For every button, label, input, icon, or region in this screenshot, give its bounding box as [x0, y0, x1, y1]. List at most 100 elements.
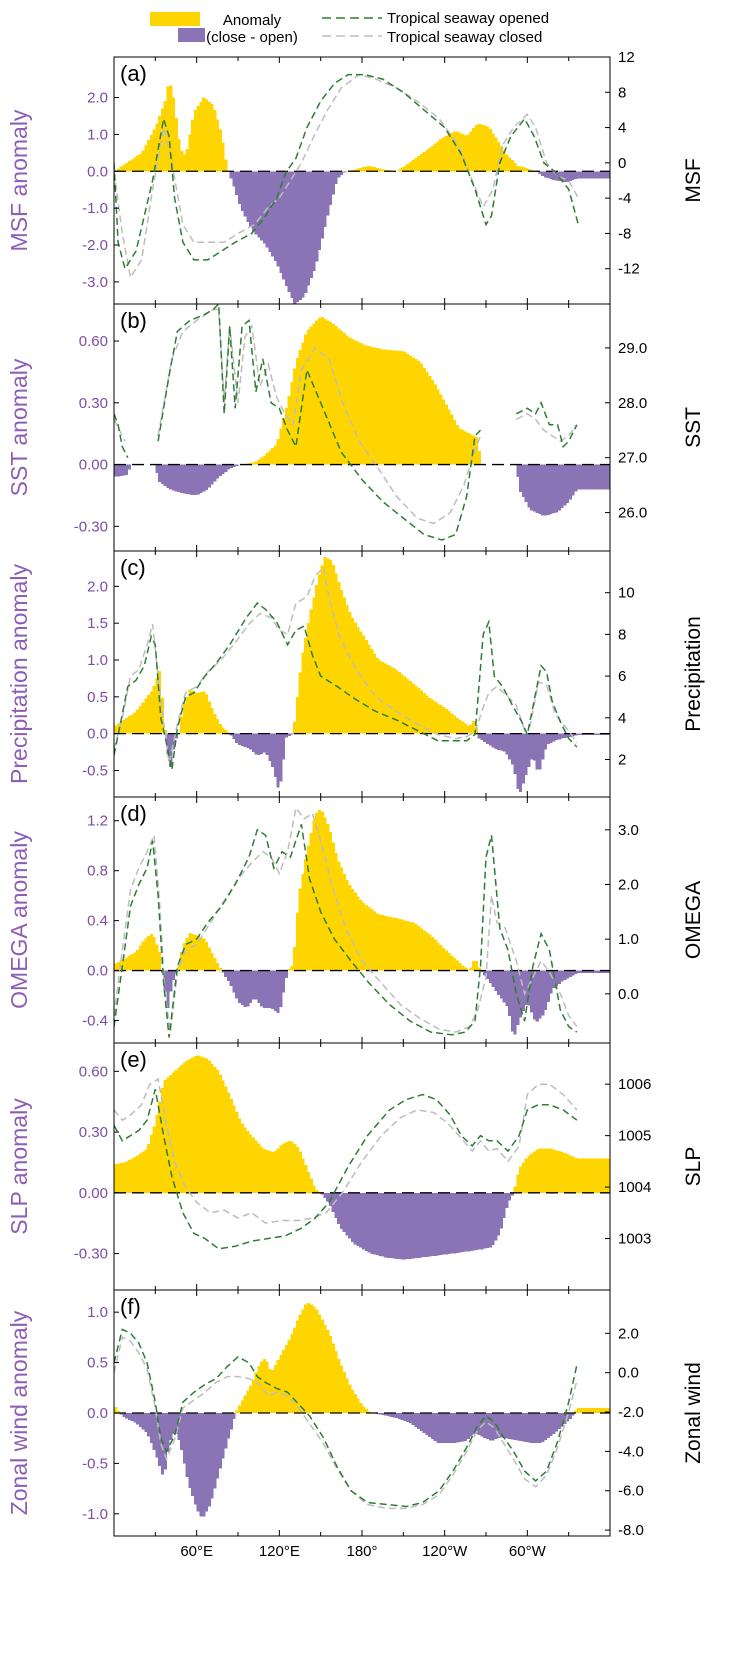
- anomaly-bar-positive: [171, 1072, 176, 1193]
- plot-area: [114, 556, 610, 792]
- anomaly-bar-positive: [326, 823, 330, 971]
- anomaly-bar-negative: [593, 464, 597, 490]
- anomaly-bar-positive: [348, 337, 352, 465]
- anomaly-bar-positive: [356, 626, 360, 734]
- anomaly-bar-positive: [295, 1146, 300, 1193]
- anomaly-bar-negative: [306, 171, 311, 286]
- anomaly-bar-negative: [497, 970, 501, 995]
- anomaly-bar-negative: [193, 1413, 198, 1505]
- anomaly-bar-negative: [554, 970, 559, 987]
- anomaly-bar-negative: [246, 970, 250, 1007]
- anomaly-bar-negative: [535, 970, 539, 1022]
- anomaly-bar-positive: [138, 1153, 142, 1193]
- anomaly-bar-positive: [177, 138, 181, 172]
- anomaly-bar-positive: [477, 967, 481, 971]
- anomaly-bar-positive: [326, 320, 330, 465]
- anomaly-bar-negative: [560, 464, 564, 509]
- anomaly-bar-negative: [279, 733, 283, 782]
- panel-letter: (c): [120, 555, 146, 580]
- anomaly-bar-positive: [439, 139, 443, 172]
- anomaly-bar-negative: [196, 1413, 200, 1512]
- anomaly-bar-negative: [593, 733, 597, 736]
- anomaly-bar-positive: [350, 888, 355, 971]
- anomaly-bar-negative: [207, 464, 211, 488]
- anomaly-bar-positive: [149, 691, 153, 734]
- anomaly-bar-positive: [202, 691, 206, 734]
- anomaly-bar-negative: [147, 1413, 151, 1437]
- anomaly-bar-negative: [474, 1413, 479, 1434]
- anomaly-bar-positive: [345, 335, 349, 465]
- anomaly-bar-positive: [392, 350, 396, 465]
- anomaly-bar-negative: [403, 1192, 407, 1260]
- anomaly-bar-negative: [171, 464, 176, 491]
- anomaly-bar-negative: [441, 1413, 446, 1444]
- anomaly-bar-positive: [541, 1148, 545, 1193]
- left-axis-label: Precipitation anomaly: [6, 564, 32, 784]
- anomaly-bar-negative: [262, 733, 266, 753]
- left-tick-label: 0.5: [87, 1355, 108, 1372]
- anomaly-bar-negative: [268, 171, 272, 252]
- right-tick-label: 27.0: [618, 450, 647, 467]
- anomaly-bar-positive: [215, 963, 220, 971]
- anomaly-bar-negative: [224, 1413, 228, 1449]
- anomaly-bar-positive: [199, 1056, 203, 1193]
- anomaly-bar-positive: [130, 954, 134, 971]
- anomaly-bar-negative: [428, 1413, 432, 1438]
- anomaly-bar-positive: [359, 900, 363, 971]
- anomaly-bar-negative: [560, 1413, 564, 1427]
- anomaly-bar-negative: [262, 171, 266, 244]
- anomaly-bar-positive: [141, 702, 145, 734]
- anomaly-bar-negative: [488, 1413, 492, 1441]
- anomaly-bar-negative: [576, 733, 581, 736]
- anomaly-bar-negative: [160, 1413, 164, 1475]
- anomaly-bar-positive: [293, 721, 297, 734]
- anomaly-bar-positive: [505, 154, 509, 172]
- anomaly-bar-negative: [185, 1413, 189, 1477]
- anomaly-bar-positive: [282, 1349, 286, 1413]
- anomaly-bar-positive: [147, 694, 151, 734]
- anomaly-bar-positive: [147, 936, 151, 971]
- anomaly-bar-positive: [254, 461, 258, 465]
- anomaly-bar-negative: [218, 464, 222, 476]
- anomaly-bar-negative: [158, 464, 162, 483]
- anomaly-bar-negative: [585, 733, 589, 736]
- anomaly-bar-positive: [328, 1336, 333, 1413]
- anomaly-bar-negative: [240, 970, 244, 1005]
- anomaly-bar-negative: [254, 733, 258, 755]
- anomaly-bar-negative: [356, 1192, 360, 1246]
- anomaly-bar-positive: [444, 708, 448, 734]
- anomaly-bar-negative: [554, 733, 559, 741]
- anomaly-bar-positive: [218, 129, 222, 172]
- anomaly-bar-negative: [282, 970, 286, 993]
- anomaly-bar-positive: [141, 941, 145, 971]
- anomaly-bar-positive: [320, 317, 324, 465]
- anomaly-bar-positive: [328, 832, 333, 971]
- anomaly-bar-negative: [560, 970, 564, 982]
- anomaly-bar-negative: [502, 970, 506, 1003]
- anomaly-bar-negative: [524, 970, 528, 1005]
- anomaly-bar-negative: [422, 1413, 426, 1434]
- anomaly-bar-negative: [466, 1413, 470, 1439]
- anomaly-bar-positive: [458, 719, 462, 734]
- anomaly-bar-positive: [312, 323, 316, 465]
- anomaly-bar-positive: [488, 129, 492, 172]
- anomaly-bar-negative: [585, 171, 589, 179]
- anomaly-bar-positive: [116, 1410, 120, 1413]
- anomaly-bar-negative: [180, 464, 184, 493]
- anomaly-bar-negative: [265, 733, 269, 756]
- anomaly-bar-positive: [557, 1151, 561, 1193]
- anomaly-bar-negative: [169, 464, 173, 490]
- anomaly-bar-negative: [494, 1413, 498, 1440]
- right-tick-label: 1.0: [618, 931, 639, 948]
- anomaly-bar-positive: [397, 350, 401, 465]
- anomaly-bar-negative: [497, 733, 501, 750]
- anomaly-bar-positive: [403, 920, 407, 971]
- anomaly-bar-positive: [293, 947, 297, 971]
- anomaly-bar-negative: [483, 970, 487, 976]
- anomaly-bar-positive: [268, 1368, 272, 1413]
- anomaly-bar-positive: [199, 101, 203, 172]
- anomaly-bar-positive: [328, 322, 333, 465]
- anomaly-bar-negative: [240, 171, 244, 211]
- anomaly-bar-negative: [513, 970, 517, 1035]
- anomaly-bar-positive: [466, 432, 470, 465]
